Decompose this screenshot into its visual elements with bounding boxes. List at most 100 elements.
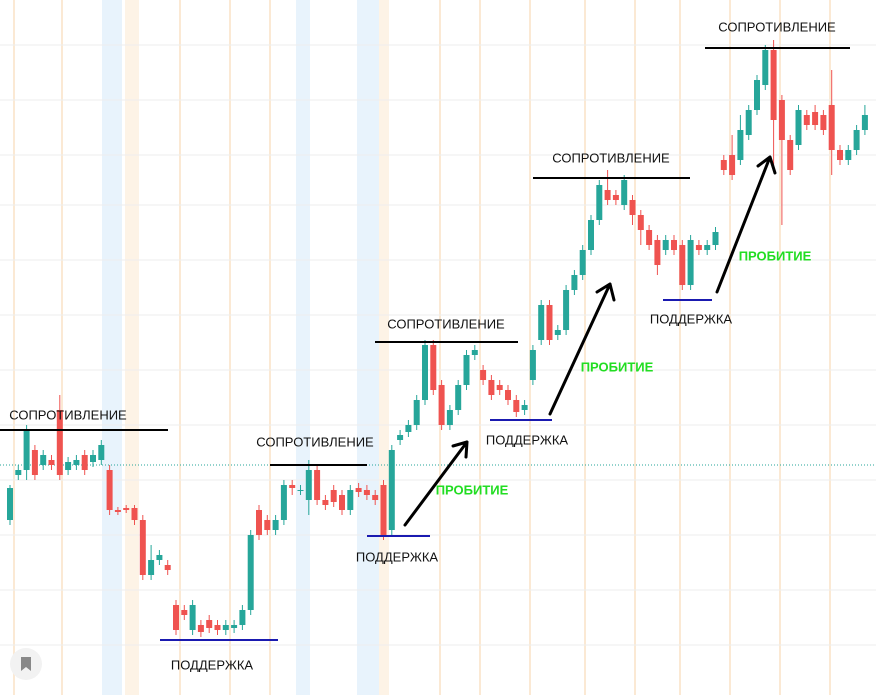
candle-body [355, 488, 362, 492]
arrows [403, 155, 777, 527]
candle-body [571, 275, 578, 290]
bookmark-button[interactable] [10, 648, 42, 680]
candle-body [173, 605, 179, 630]
candle-body [588, 220, 594, 250]
candle-body [679, 245, 686, 285]
level-label: СОПРОТИВЛЕНИЕ [387, 316, 505, 331]
candle-body [106, 470, 113, 510]
candle-body [803, 115, 810, 125]
candle-body [73, 460, 80, 465]
candle-body [646, 230, 653, 245]
candle-body [280, 485, 287, 520]
candle-body [538, 305, 545, 340]
candle-body [65, 462, 72, 470]
breakout-label: ПРОБИТИЕ [581, 359, 654, 374]
candle-body [31, 450, 38, 475]
candle-body [231, 625, 238, 628]
candle-body [347, 490, 354, 510]
candle-body [164, 565, 171, 570]
candle-body [671, 240, 677, 250]
candle-body [513, 400, 520, 412]
candle-body [305, 470, 312, 500]
candle-body [463, 355, 470, 385]
candle-body [430, 345, 437, 390]
candle-body [471, 350, 478, 355]
candle-body [812, 112, 819, 125]
candle-body [596, 185, 603, 220]
candle-body [770, 50, 777, 120]
level-label: ПОДДЕРЖКА [486, 432, 569, 447]
candle-body [48, 460, 55, 465]
candle-body [40, 455, 47, 465]
candle-body [754, 80, 760, 110]
candle-body [828, 105, 835, 150]
candle-body [181, 610, 188, 615]
candle-body [98, 445, 105, 460]
candle-body [7, 488, 13, 520]
candle-body [131, 508, 138, 520]
candle-body [422, 345, 428, 400]
candle-body [81, 455, 88, 470]
candle-body [455, 385, 462, 410]
candle-body [23, 430, 30, 470]
candle-body [861, 115, 868, 130]
candle-body [795, 110, 802, 145]
candle-body [837, 150, 843, 160]
candle-body [139, 520, 146, 575]
level-label: СОПРОТИВЛЕНИЕ [552, 150, 670, 165]
candle-body [505, 390, 511, 400]
candle-body [289, 485, 296, 488]
candle-body [563, 290, 570, 330]
candle-body [845, 150, 852, 160]
candle-body [529, 350, 536, 380]
candle-body [737, 130, 744, 160]
candle-body [314, 470, 321, 500]
level-label: ПОДДЕРЖКА [356, 549, 439, 564]
candle-body [546, 305, 553, 340]
candle-body [206, 620, 213, 628]
candle-body [762, 50, 769, 85]
candle-body [197, 625, 204, 632]
candle-body [397, 435, 404, 440]
candle-body [148, 560, 155, 575]
candle-body [480, 370, 487, 380]
candle-body [654, 240, 661, 265]
candle-body [297, 490, 304, 491]
candle-body [637, 215, 644, 230]
level-label: ПОДДЕРЖКА [171, 657, 254, 672]
candle-body [820, 115, 827, 130]
candle-body [380, 485, 387, 535]
candle-body [662, 240, 669, 250]
candle-body [247, 535, 254, 610]
candle-body [604, 190, 611, 200]
candle-body [256, 510, 262, 535]
candle-body [704, 245, 711, 250]
candle-body [521, 405, 528, 410]
candle-body [222, 625, 229, 630]
candle-body [363, 490, 370, 495]
candle-body [621, 180, 628, 205]
annotations: СОПРОТИВЛЕНИЕ СОПРОТИВЛЕНИЕ СОПРОТИВЛЕНИЕ С… [0, 19, 850, 672]
candle-body [189, 605, 196, 630]
candle-body [612, 195, 619, 200]
candle-body [745, 110, 752, 135]
candle-body [778, 100, 785, 140]
level-label: СОПРОТИВЛЕНИЕ [256, 434, 374, 449]
candle-body [214, 625, 221, 630]
candle-body [787, 140, 794, 170]
candles [0, 40, 876, 637]
candle-body [322, 500, 329, 505]
level-label: СОПРОТИВЛЕНИЕ [9, 407, 127, 422]
candle-body [56, 410, 63, 475]
candle-body [264, 520, 271, 530]
breakout-label: ПРОБИТИЕ [739, 248, 812, 263]
candle-body [114, 510, 121, 512]
candle-body [554, 330, 561, 335]
candle-body [579, 250, 586, 275]
candle-body [446, 410, 453, 425]
candle-body [339, 495, 345, 510]
candle-body [687, 240, 694, 285]
candle-body [272, 520, 279, 530]
